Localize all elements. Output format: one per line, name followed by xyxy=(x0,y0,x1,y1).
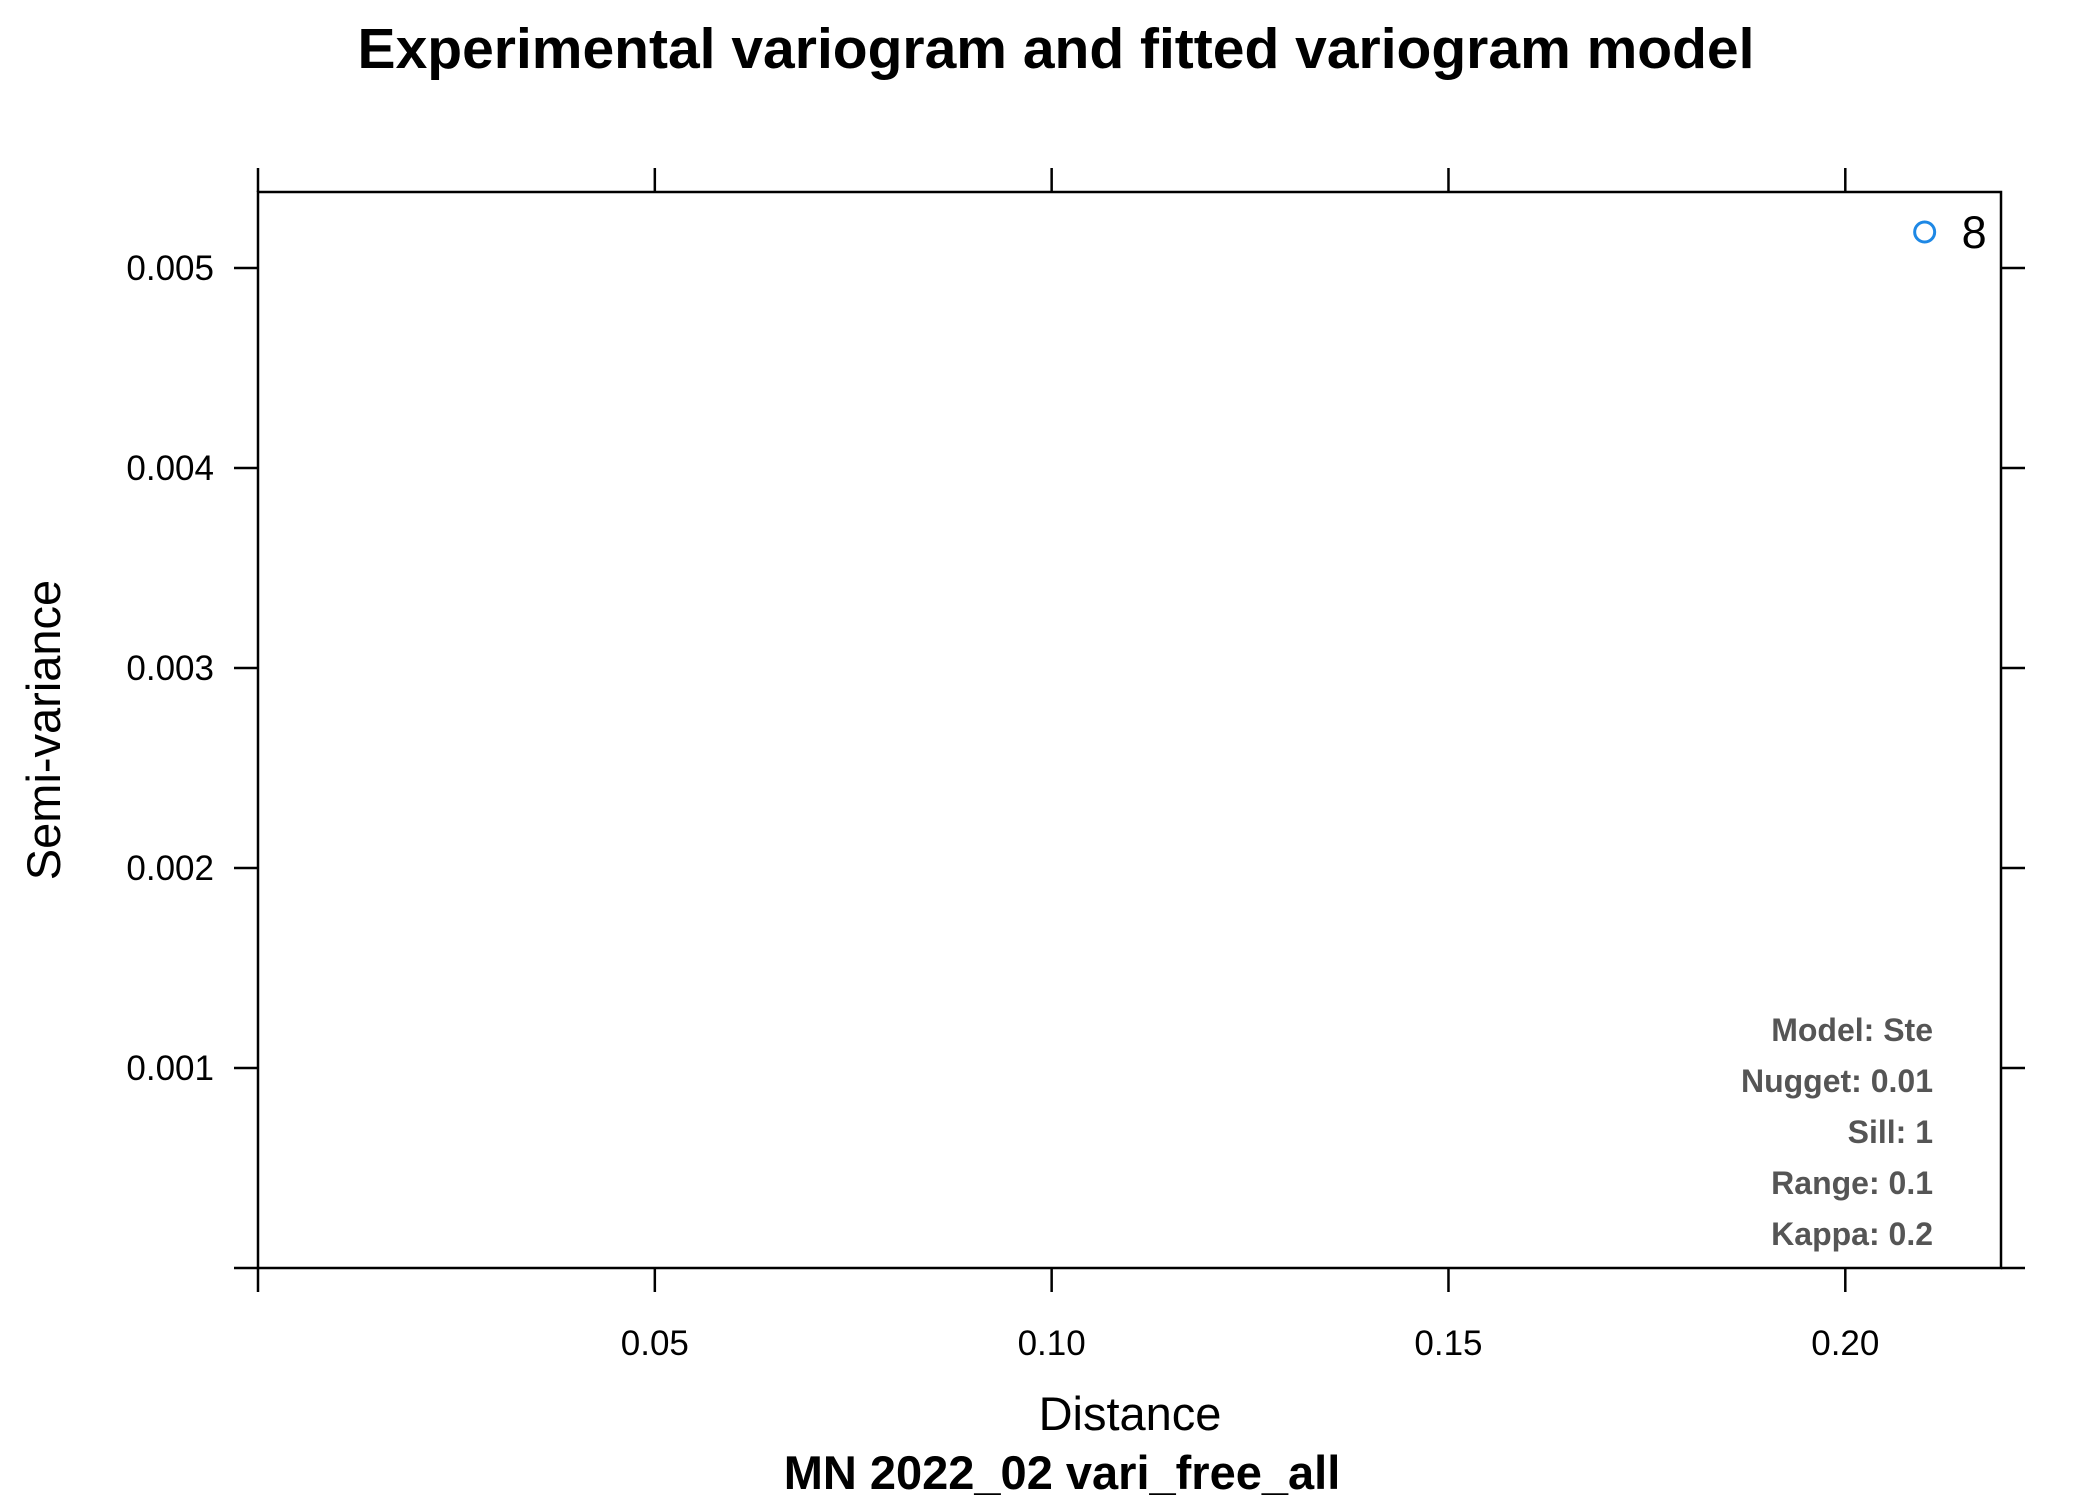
x-tick-label-1: 0.05 xyxy=(621,1324,689,1363)
info-nugget: Nugget: 0.01 xyxy=(1741,1063,1933,1099)
data-points: 8 xyxy=(1913,207,1987,258)
y-tick-label-4: 0.004 xyxy=(126,449,214,488)
y-tick-label-2: 0.002 xyxy=(126,849,214,888)
x-tick-label-3: 0.15 xyxy=(1414,1324,1482,1363)
info-model: Model: Ste xyxy=(1771,1012,1933,1048)
info-kappa: Kappa: 0.2 xyxy=(1771,1216,1933,1252)
axis-ticks: 0.05 0.10 0.15 0.20 0.001 0.002 0.003 0.004 0.00… xyxy=(126,168,2025,1363)
x-tick-label-2: 0.10 xyxy=(1018,1324,1086,1363)
chart-subtitle: MN 2022_02 vari_free_all xyxy=(784,1446,1341,1499)
data-point-label-0: 8 xyxy=(1962,207,1987,258)
x-axis-label: Distance xyxy=(1039,1387,1222,1440)
y-tick-label-5: 0.005 xyxy=(126,249,214,288)
model-info-box: Model: Ste Nugget: 0.01 Sill: 1 Range: 0… xyxy=(1741,1012,1933,1252)
plot-frame xyxy=(256,190,2003,1270)
data-point-0 xyxy=(1913,220,1937,244)
y-tick-label-3: 0.003 xyxy=(126,649,214,688)
chart-title: Experimental variogram and fitted variog… xyxy=(358,17,1755,81)
y-axis-label: Semi-variance xyxy=(17,580,70,880)
info-sill: Sill: 1 xyxy=(1848,1114,1933,1150)
info-range: Range: 0.1 xyxy=(1771,1165,1933,1201)
y-tick-label-1: 0.001 xyxy=(126,1049,214,1088)
x-tick-label-4: 0.20 xyxy=(1811,1324,1879,1363)
